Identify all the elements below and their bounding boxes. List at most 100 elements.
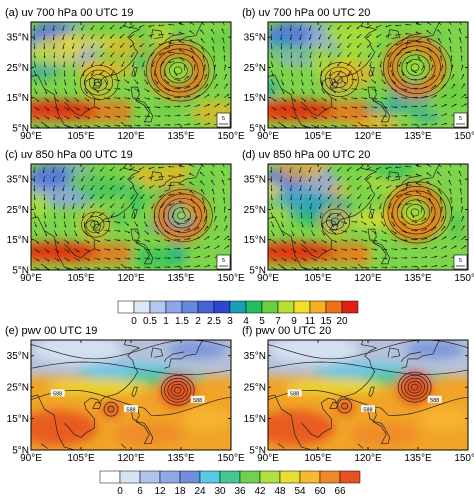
wind-colorbar-swatch [181, 300, 199, 314]
coastline [268, 164, 441, 270]
pwv-colorbar-label: 36 [234, 486, 246, 497]
lat-tick-label: 35°N [244, 33, 266, 44]
lon-tick-label: 150°E [217, 131, 245, 142]
lat-tick-label: 35°N [244, 175, 266, 186]
wind-colorbar-label: 20 [336, 316, 348, 327]
lon-tick-label: 105°E [67, 453, 95, 464]
wind-colorbar-swatch [293, 300, 311, 314]
pwv-colorbar-swatch [159, 470, 181, 484]
pwv-colorbar-label: 0 [117, 486, 123, 497]
map-panel-e: 588 588 588 90°E 105°E 120°E 135°E 150°E 5°N 15°N… [5, 325, 245, 464]
coastline [31, 164, 204, 270]
wind-colorbar-label: 2.5 [207, 316, 221, 327]
lon-tick-label: 90°E [257, 273, 279, 284]
panel-title-d: (d) uv 850 hPa 00 UTC 20 [242, 149, 370, 161]
wind-colorbar-swatch [197, 300, 215, 314]
contour-label: 588 [193, 398, 202, 404]
map-field [268, 164, 468, 270]
streamlines [81, 189, 213, 242]
lat-tick-label: 5°N [12, 124, 29, 135]
panel-title-a: (a) uv 700 hPa 00 UTC 19 [5, 7, 133, 19]
wind-colorbar-swatch [245, 300, 263, 314]
pwv-colorbar-swatch [119, 470, 141, 484]
lat-tick-label: 5°N [249, 124, 266, 135]
pwv-colorbar-label: 54 [294, 486, 306, 497]
lon-tick-label: 105°E [67, 273, 95, 284]
lat-tick-label: 25°N [7, 63, 29, 74]
lon-tick-label: 135°E [167, 131, 195, 142]
wind-colorbar-swatch [149, 300, 167, 314]
map-panel-a: 90°E 105°E 120°E 135°E 150°E 5°N 15°N 25°N 35°N (… [5, 7, 245, 142]
lat-tick-label: 25°N [244, 205, 266, 216]
reference-vector-label: 5 [459, 116, 462, 122]
reference-vector-label: 5 [222, 258, 225, 264]
lat-tick-label: 25°N [7, 205, 29, 216]
map-panel-d: 90°E 105°E 120°E 135°E 150°E 5°N 15°N 25°N 35°N (… [242, 149, 474, 284]
pwv-colorbar: 0 6 12 18 24 30 36 42 48 54 60 66 [99, 470, 361, 497]
pwv-colorbar-swatch [239, 470, 261, 484]
lon-tick-label: 90°E [20, 453, 42, 464]
lon-tick-label: 150°E [454, 453, 474, 464]
lat-tick-label: 35°N [7, 351, 29, 362]
lon-tick-label: 90°E [257, 453, 279, 464]
lon-tick-label: 105°E [304, 273, 332, 284]
map-panel-f: 588 588 588 90°E 105°E 120°E 135°E 150°E 5°N 15°N… [242, 325, 474, 464]
pwv-colorbar-swatch [319, 470, 341, 484]
reference-vector-label: 5 [222, 116, 225, 122]
panel-title-c: (c) uv 850 hPa 00 UTC 19 [5, 149, 133, 161]
lon-tick-label: 105°E [304, 453, 332, 464]
lat-tick-label: 35°N [244, 351, 266, 362]
wind-colorbar-label: 1.5 [175, 316, 189, 327]
lat-tick-label: 15°N [244, 93, 266, 104]
map-field [268, 22, 468, 128]
lon-tick-label: 105°E [67, 131, 95, 142]
wind-colorbar-label: 15 [320, 316, 332, 327]
wind-colorbar-label: 0 [131, 316, 137, 327]
map-field: 588 588 588 [31, 340, 231, 450]
lon-tick-label: 150°E [454, 273, 474, 284]
panel-title-f: (f) pwv 00 UTC 20 [242, 325, 331, 337]
panel-title-b: (b) uv 700 hPa 00 UTC 20 [242, 7, 370, 19]
wind-colorbar-label: 1 [163, 316, 169, 327]
lat-tick-label: 15°N [244, 235, 266, 246]
wind-vectors [270, 22, 467, 128]
lat-tick-label: 35°N [7, 33, 29, 44]
reference-vector-box [453, 112, 468, 128]
pwv-colorbar-label: 12 [154, 486, 166, 497]
pwv-colorbar-swatch [219, 470, 241, 484]
lon-tick-label: 90°E [20, 273, 42, 284]
contour-label: 588 [430, 398, 439, 404]
wind-colorbar-label: 9 [291, 316, 297, 327]
coastline [268, 22, 441, 128]
wind-colorbar-label: 0.5 [143, 316, 157, 327]
pwv-colorbar-swatch [179, 470, 201, 484]
map-field [31, 164, 231, 270]
map-field [31, 22, 231, 128]
pwv-colorbar-swatch [339, 470, 361, 484]
lat-tick-label: 5°N [12, 266, 29, 277]
wind-colorbar-label: 5 [259, 316, 265, 327]
lat-tick-label: 25°N [244, 383, 266, 394]
lat-tick-label: 25°N [7, 383, 29, 394]
lat-tick-label: 5°N [249, 446, 266, 457]
reference-vector-box [216, 112, 231, 128]
wind-colorbar-swatch [117, 300, 135, 314]
lon-tick-label: 120°E [117, 273, 145, 284]
lon-tick-label: 90°E [20, 131, 42, 142]
reference-vector-box [453, 254, 468, 270]
wind-colorbar-label: 11 [305, 316, 316, 327]
pwv-colorbar-label: 60 [314, 486, 326, 497]
lat-tick-label: 35°N [7, 175, 29, 186]
wind-vectors [33, 164, 230, 270]
wind-colorbar-label: 7 [275, 316, 281, 327]
map-panel-c: 90°E 105°E 120°E 135°E 150°E 5°N 15°N 25°N 35°N (… [5, 149, 245, 284]
colorbars-layer: 0 0.5 1 1.5 2 2.5 3 4 5 7 9 11 15 20 0 6 12 18 24 30 36 42 48 5… [99, 300, 361, 497]
pwv-colorbar-label: 18 [174, 486, 186, 497]
wind-colorbar: 0 0.5 1 1.5 2 2.5 3 4 5 7 9 11 15 20 [117, 300, 359, 327]
lon-tick-label: 120°E [354, 273, 382, 284]
lon-tick-label: 150°E [454, 131, 474, 142]
wind-colorbar-swatch [261, 300, 279, 314]
wind-colorbar-swatch [213, 300, 231, 314]
contour-label: 588 [290, 392, 299, 398]
